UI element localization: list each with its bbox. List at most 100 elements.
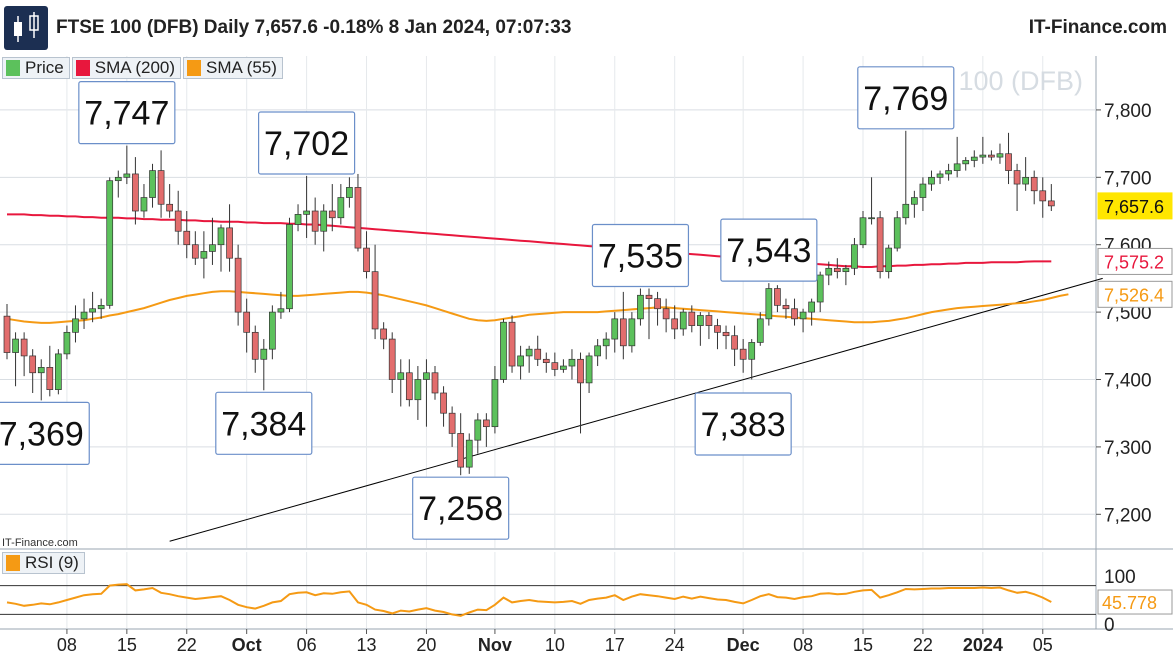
candle bbox=[200, 231, 208, 279]
candle-body bbox=[174, 210, 182, 232]
candle bbox=[594, 339, 601, 367]
candle-body bbox=[371, 271, 379, 330]
callout-label: 7,535 bbox=[598, 238, 683, 276]
x-tick-label: 24 bbox=[665, 635, 685, 655]
candle-body bbox=[731, 335, 738, 350]
callout-box bbox=[720, 218, 818, 282]
candle-body bbox=[628, 318, 636, 347]
candle-body bbox=[996, 153, 1004, 158]
candle-body bbox=[816, 274, 824, 303]
callout-label: 7,769 bbox=[863, 80, 948, 118]
candle bbox=[525, 345, 533, 373]
candle-body bbox=[970, 156, 978, 161]
candle-body bbox=[697, 315, 704, 326]
candle-body bbox=[423, 372, 430, 380]
candle-body bbox=[328, 210, 336, 219]
candle-body bbox=[89, 308, 96, 313]
candle bbox=[3, 304, 11, 360]
candle-body bbox=[320, 210, 328, 232]
brand-label[interactable]: IT-Finance.com bbox=[1028, 17, 1167, 38]
candle bbox=[260, 339, 268, 391]
candle-body bbox=[243, 311, 251, 333]
legend-label: Price bbox=[25, 58, 64, 77]
candle bbox=[979, 136, 987, 164]
candle bbox=[508, 315, 516, 373]
candle bbox=[80, 298, 88, 329]
last-rsi-label: 45.778 bbox=[1097, 589, 1173, 615]
candle bbox=[226, 204, 233, 272]
y-tick-label: 7,500 bbox=[1104, 303, 1152, 324]
x-tick-label: 2024 bbox=[963, 635, 1003, 655]
x-tick-label: 10 bbox=[545, 635, 565, 655]
candle-body bbox=[80, 311, 88, 320]
candle-body bbox=[594, 345, 601, 357]
x-tick-label: 15 bbox=[853, 635, 873, 655]
x-tick-label: 08 bbox=[793, 635, 813, 655]
candle bbox=[731, 325, 738, 367]
candle-body bbox=[739, 348, 747, 360]
candle-body bbox=[619, 318, 627, 347]
callout-label: 7,543 bbox=[726, 232, 811, 270]
candle-body bbox=[183, 230, 191, 246]
candle-body bbox=[140, 197, 148, 212]
candle-body bbox=[63, 331, 71, 355]
candle bbox=[876, 211, 884, 279]
last-rsi-label-text: 45.778 bbox=[1102, 593, 1157, 613]
last-sma200-label: 7,575.2 bbox=[1097, 247, 1173, 275]
candle bbox=[63, 325, 71, 360]
candle bbox=[542, 352, 550, 373]
callout-box bbox=[591, 223, 690, 288]
candle bbox=[55, 349, 62, 395]
candle bbox=[560, 359, 567, 373]
candle bbox=[928, 170, 935, 191]
callout-label: 7,369 bbox=[0, 415, 84, 453]
candle-body bbox=[637, 294, 644, 320]
candle bbox=[405, 359, 413, 407]
candle-body bbox=[500, 321, 507, 380]
candle-body bbox=[842, 267, 850, 273]
candle-body bbox=[517, 355, 524, 367]
candle bbox=[371, 244, 379, 340]
candle bbox=[354, 173, 362, 252]
candle-body bbox=[953, 163, 961, 171]
candle bbox=[183, 211, 191, 259]
y-tick-label: 7,300 bbox=[1104, 438, 1152, 459]
candle bbox=[885, 244, 893, 279]
candle bbox=[72, 305, 79, 343]
x-tick-label: Oct bbox=[232, 635, 262, 655]
candle-body bbox=[868, 217, 875, 220]
candle-body bbox=[542, 358, 550, 364]
legend-item-sma200[interactable]: SMA (200) bbox=[71, 57, 182, 79]
candle bbox=[286, 217, 293, 313]
last-sma200-label-bg bbox=[1097, 247, 1173, 275]
candle-body bbox=[1022, 176, 1029, 185]
candle bbox=[902, 130, 910, 225]
legend-item-price[interactable]: Price bbox=[2, 57, 70, 79]
legend-item-rsi[interactable]: RSI (9) bbox=[2, 552, 85, 574]
candle-body bbox=[748, 342, 756, 360]
candle bbox=[534, 335, 542, 367]
candle-body bbox=[799, 311, 807, 320]
candle bbox=[114, 170, 122, 198]
x-tick-label: 22 bbox=[913, 635, 933, 655]
candle-body bbox=[37, 367, 45, 374]
callout-label: 7,258 bbox=[418, 490, 503, 528]
y-tick-label: 7,800 bbox=[1104, 101, 1152, 122]
candle-body bbox=[405, 372, 413, 401]
candle-body bbox=[294, 214, 302, 225]
candle-body bbox=[611, 318, 619, 340]
candle-body bbox=[876, 217, 884, 273]
candle-body bbox=[217, 227, 225, 246]
candle-body bbox=[756, 318, 764, 343]
candle bbox=[431, 366, 439, 400]
candle-body bbox=[833, 267, 841, 273]
candle bbox=[748, 339, 756, 380]
candle-body bbox=[388, 338, 396, 380]
last-sma55-label: 7,526.4 bbox=[1097, 280, 1173, 308]
last-rsi-label-bg bbox=[1097, 589, 1173, 615]
legend-item-sma55[interactable]: SMA (55) bbox=[183, 57, 283, 79]
price-callout: 7,383 bbox=[694, 392, 792, 456]
candle-body bbox=[260, 348, 268, 360]
candle-body bbox=[662, 308, 670, 320]
